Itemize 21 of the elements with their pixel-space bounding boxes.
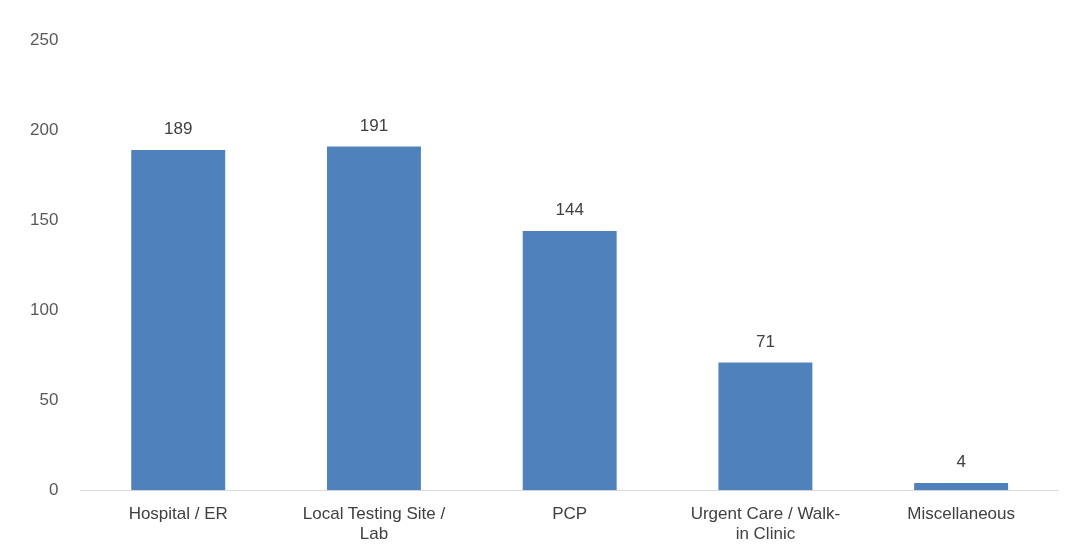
data-label: 71: [755, 331, 775, 351]
data-label: 189: [164, 119, 193, 139]
y-tick-label: 250: [29, 29, 59, 49]
data-label: 144: [555, 200, 584, 220]
bar: [914, 483, 1009, 491]
x-tick-label: PCP: [552, 504, 588, 524]
data-label: 191: [359, 115, 389, 135]
bar: [131, 150, 226, 491]
x-tick-label: Hospital / ER: [128, 504, 228, 524]
data-label: 4: [956, 452, 966, 472]
x-tick-label: Urgent Care / Walk-in Clinic: [690, 504, 841, 544]
y-tick-label: 200: [29, 119, 59, 139]
bar: [326, 146, 421, 491]
y-tick-label: 100: [29, 299, 59, 319]
x-tick-label: Miscellaneous: [907, 504, 1015, 524]
y-tick-label: 150: [29, 209, 59, 229]
y-tick-label: 0: [48, 479, 59, 499]
bar: [718, 362, 813, 491]
x-tick-label: Local Testing Site / Lab: [302, 504, 446, 544]
y-tick-label: 50: [39, 389, 59, 409]
bar: [522, 231, 617, 491]
